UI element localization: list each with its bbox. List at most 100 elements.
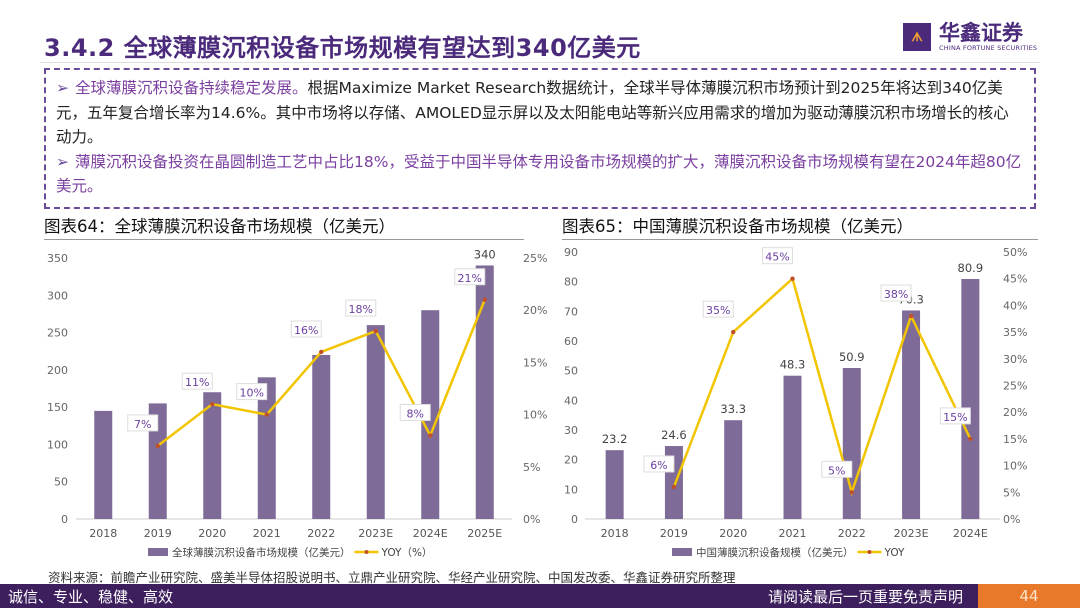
bullet-lead: 全球薄膜沉积设备持续稳定发展。 bbox=[75, 79, 308, 97]
x-tick-label: 2022 bbox=[307, 527, 335, 540]
legend-line-label: YOY（%） bbox=[381, 547, 433, 559]
x-tick-label: 2019 bbox=[144, 527, 172, 540]
footer: 诚信、专业、稳健、高效 请阅读最后一页重要免责声明 44 bbox=[0, 584, 1080, 608]
bullet-lead: 薄膜沉积设备投资在晶圆制造工艺中占比18%，受益于中国半导体专用设备市场规模的扩… bbox=[56, 152, 1022, 196]
yoy-label-box bbox=[454, 268, 486, 286]
y-tick-label: 0 bbox=[61, 513, 68, 526]
yoy-point bbox=[731, 329, 736, 335]
x-tick-label: 2018 bbox=[601, 527, 629, 540]
yoy-point bbox=[210, 401, 215, 407]
y2-tick-label: 5% bbox=[523, 461, 540, 474]
yoy-label: 11% bbox=[185, 376, 209, 389]
bar bbox=[961, 278, 980, 519]
y2-tick-label: 50% bbox=[1003, 246, 1027, 259]
bar-value-label: 24.6 bbox=[661, 428, 687, 442]
yoy-label-box bbox=[643, 455, 675, 473]
bullet-2: ➢ 薄膜沉积设备投资在晶圆制造工艺中占比18%，受益于中国半导体专用设备市场规模的… bbox=[56, 150, 1022, 199]
y2-tick-label: 35% bbox=[1003, 326, 1027, 339]
y-tick-label: 50 bbox=[564, 365, 578, 378]
footer-slogan: 诚信、专业、稳健、高效 bbox=[8, 588, 174, 606]
yoy-label: 45% bbox=[765, 251, 789, 264]
yoy-point bbox=[428, 433, 433, 438]
yoy-label: 35% bbox=[706, 304, 730, 317]
x-tick-label: 2024E bbox=[953, 527, 988, 540]
y-tick-label: 30 bbox=[564, 424, 578, 437]
bullet-text: 根据Maximize Market Research数据统计，全球半导体薄膜沉积… bbox=[56, 79, 1009, 146]
y2-tick-label: 25% bbox=[1003, 380, 1027, 393]
yoy-point bbox=[968, 436, 973, 442]
yoy-point bbox=[482, 297, 487, 302]
y-tick-label: 40 bbox=[564, 394, 578, 407]
logo-icon: ᗑ bbox=[903, 23, 931, 51]
yoy-label-box bbox=[345, 299, 377, 317]
yoy-line bbox=[672, 276, 972, 497]
header-divider bbox=[40, 62, 1040, 63]
yoy-label-box bbox=[762, 247, 793, 265]
y2-tick-label: 25% bbox=[523, 252, 547, 265]
yoy-label: 10% bbox=[240, 387, 264, 400]
yoy-label-box bbox=[399, 403, 431, 421]
legend-line-label: YOY bbox=[884, 547, 906, 559]
bar-value-label: 23.2 bbox=[602, 432, 628, 446]
page-title: 3.4.2 全球薄膜沉积设备市场规模有望达到340亿美元 bbox=[44, 34, 641, 62]
y2-tick-label: 40% bbox=[1003, 299, 1027, 312]
yoy-label: 38% bbox=[884, 288, 908, 301]
legend-line-marker bbox=[867, 550, 872, 554]
y2-tick-label: 15% bbox=[523, 356, 547, 369]
y-tick-label: 50 bbox=[54, 476, 68, 489]
company-logo: ᗑ 华鑫证券 CHINA FORTUNE SECURITIES bbox=[903, 22, 1037, 52]
y-tick-label: 350 bbox=[47, 252, 68, 265]
arrow-icon: ➢ bbox=[56, 152, 69, 171]
yoy-label: 6% bbox=[650, 459, 667, 472]
y2-tick-label: 20% bbox=[523, 304, 547, 317]
y-tick-label: 80 bbox=[564, 276, 578, 289]
y-tick-label: 60 bbox=[564, 335, 578, 348]
yoy-label: 16% bbox=[294, 324, 318, 337]
page-number: 44 bbox=[978, 584, 1080, 608]
y2-tick-label: 15% bbox=[1003, 433, 1027, 446]
y2-tick-label: 30% bbox=[1003, 353, 1027, 366]
bar-value-label: 340 bbox=[474, 247, 496, 261]
y-tick-label: 100 bbox=[47, 438, 68, 451]
x-tick-label: 2020 bbox=[198, 527, 226, 540]
x-tick-label: 2021 bbox=[253, 527, 281, 540]
yoy-label-box bbox=[181, 372, 213, 390]
y-tick-label: 300 bbox=[47, 289, 68, 302]
yoy-label: 7% bbox=[134, 418, 151, 431]
y2-tick-label: 10% bbox=[1003, 460, 1027, 473]
disclaimer-link[interactable]: 请阅读最后一页重要免责声明 bbox=[768, 588, 964, 606]
yoy-point bbox=[849, 490, 854, 495]
bar bbox=[842, 367, 861, 519]
y2-tick-label: 0% bbox=[1003, 513, 1020, 526]
summary-box: ➢ 全球薄膜沉积设备持续稳定发展。根据Maximize Market Resear… bbox=[44, 68, 1036, 209]
y-tick-label: 250 bbox=[47, 327, 68, 340]
legend-bar-swatch bbox=[148, 548, 168, 556]
y-tick-label: 10 bbox=[564, 483, 578, 496]
y-tick-label: 90 bbox=[564, 246, 578, 259]
bar bbox=[783, 375, 802, 519]
yoy-label-box bbox=[290, 320, 322, 338]
bar-value-label: 80.9 bbox=[958, 261, 984, 275]
bar bbox=[148, 403, 167, 519]
y2-tick-label: 10% bbox=[523, 409, 547, 422]
y2-tick-label: 20% bbox=[1003, 406, 1027, 419]
legend-line-marker bbox=[364, 550, 369, 554]
arrow-icon: ➢ bbox=[56, 79, 69, 97]
legend-bar-swatch bbox=[672, 548, 692, 556]
yoy-label-box bbox=[821, 460, 853, 478]
bar bbox=[724, 420, 743, 519]
bar bbox=[366, 325, 385, 519]
yoy-point bbox=[264, 412, 269, 417]
yoy-label-box bbox=[702, 300, 734, 318]
source-note: 资料来源：前瞻产业研究院、盛美半导体招股说明书、立鼎产业研究院、华经产业研究院、… bbox=[48, 570, 736, 585]
yoy-point bbox=[908, 313, 914, 319]
x-tick-label: 2018 bbox=[89, 527, 117, 540]
x-tick-label: 2023E bbox=[894, 527, 929, 540]
bullet-1: ➢ 全球薄膜沉积设备持续稳定发展。根据Maximize Market Resear… bbox=[56, 76, 1022, 150]
bar bbox=[312, 354, 331, 519]
yoy-label: 5% bbox=[828, 464, 845, 477]
yoy-label: 18% bbox=[349, 303, 373, 316]
bar bbox=[475, 265, 494, 519]
yoy-point bbox=[319, 349, 324, 355]
y2-tick-label: 45% bbox=[1003, 273, 1027, 286]
